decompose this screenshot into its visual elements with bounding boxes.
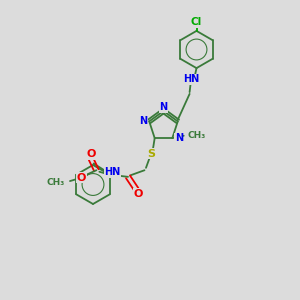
Text: O: O [133,189,142,199]
Text: HN: HN [183,74,199,85]
Text: CH₃: CH₃ [187,131,206,140]
Text: N: N [159,102,168,112]
Text: N: N [140,116,148,126]
Text: O: O [86,149,96,159]
Text: CH₃: CH₃ [46,178,65,187]
Text: Cl: Cl [191,17,202,27]
Text: O: O [77,173,86,183]
Text: S: S [147,149,155,159]
Text: HN: HN [104,167,121,177]
Text: N: N [175,133,183,143]
